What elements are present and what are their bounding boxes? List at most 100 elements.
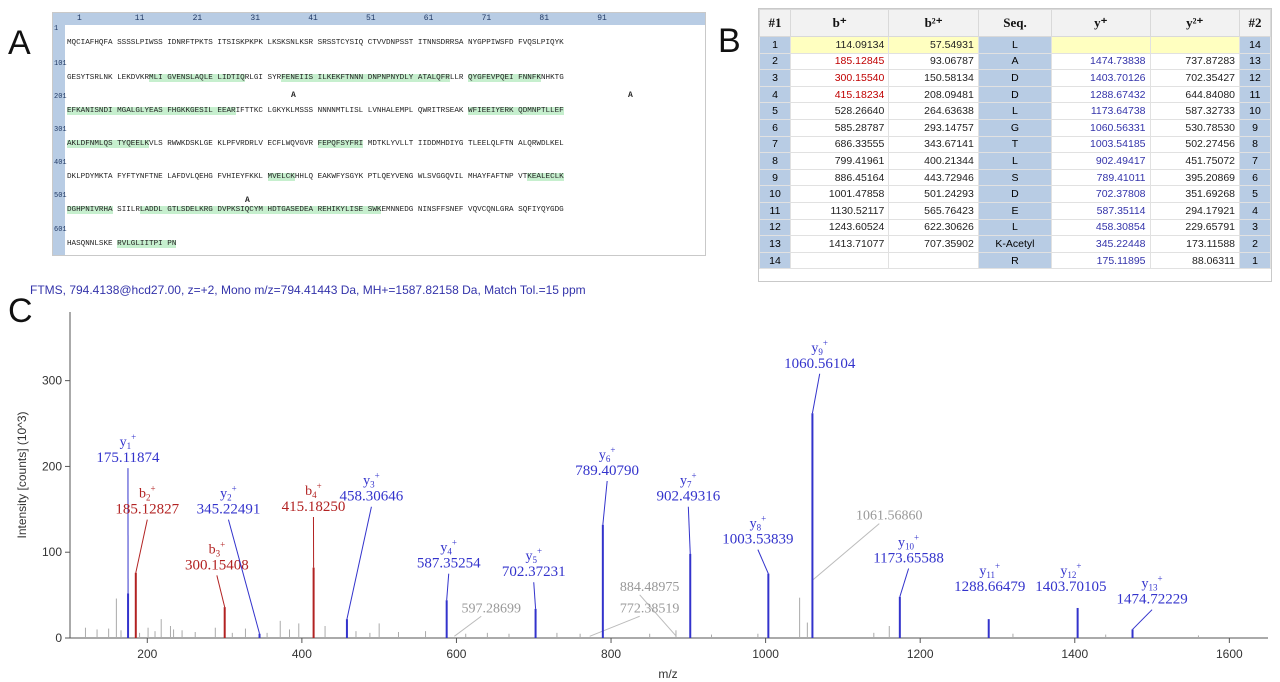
table-body: 1 114.09134 57.54931 L 14 2 185.12845 93.06787 A…: [759, 36, 1271, 270]
ruler-number: 81: [539, 14, 549, 23]
table-cell: 565.76423: [888, 201, 979, 220]
table-row: 10 1001.47858 501.24293 D 702.37808 351.69268…: [759, 185, 1271, 203]
covered-segment: WFIEEIYERK QDMNPTLLEF: [468, 107, 564, 115]
table-cell: 451.75072: [1149, 152, 1241, 170]
peak-leader-line: [811, 373, 821, 414]
grey-label-leader: [454, 615, 482, 637]
ion-name-label: b3+: [209, 539, 226, 558]
table-cell: S: [977, 168, 1053, 187]
table-cell: 737.87283: [1149, 52, 1241, 71]
table-cell: L: [977, 152, 1053, 170]
table-cell: 5: [759, 102, 791, 120]
table-cell: 1173.64738: [1051, 102, 1151, 120]
table-cell: 528.26640: [789, 102, 890, 120]
ion-name-label: y10+: [898, 533, 919, 552]
table-cell: D: [977, 185, 1053, 203]
peak-leader-line: [216, 575, 226, 608]
sequence-line: EFKANISNDI MGALGLYEAS FHGKKGESIL EEARIFT…: [67, 107, 564, 115]
table-cell: 400.21344: [888, 152, 979, 170]
fragment-table-panel: #1 b⁺ b²⁺ Seq. y⁺ y²⁺ #2 1 114.09134 57.54931 L 14…: [758, 8, 1272, 282]
table-cell: R: [977, 251, 1053, 270]
table-cell: 343.67141: [888, 135, 979, 154]
panel-letter-b: B: [718, 22, 741, 60]
table-cell: 1060.56331: [1051, 118, 1151, 137]
table-cell: L: [977, 102, 1053, 120]
table-cell: 707.35902: [888, 235, 979, 253]
covered-segment: EFKANISNDI MGALGLYEAS FHGKKGESIL EEAR: [67, 107, 236, 115]
grey-peak-label: 597.28699: [461, 601, 521, 616]
table-row: 8 799.41961 400.21344 L 902.49417 451.75072 7: [759, 152, 1271, 170]
peak-leader-line: [899, 568, 910, 597]
row-number: 101: [54, 60, 67, 68]
peak-leader-line: [135, 519, 148, 573]
table-cell: 11: [1239, 85, 1271, 104]
table-cell: 8: [1239, 135, 1271, 154]
table-cell: E: [977, 201, 1053, 220]
grey-peak-label: 1061.56860: [856, 509, 923, 524]
table-cell: [789, 251, 890, 270]
x-tick-label: 1600: [1216, 647, 1243, 661]
y-tick-label: 200: [42, 459, 62, 473]
uncovered-segment: SIILR: [112, 206, 140, 214]
table-cell: 886.45164: [789, 168, 890, 187]
table-cell: 4: [759, 85, 791, 104]
table-cell: 14: [1239, 36, 1271, 54]
ruler-number: 71: [481, 14, 492, 23]
ion-name-label: y3+: [363, 471, 380, 490]
ruler-number: 31: [250, 14, 260, 23]
ion-name-label: b2+: [139, 484, 156, 503]
table-cell: 13: [759, 235, 791, 253]
ion-name-label: y1+: [120, 432, 137, 451]
peak-leader-line: [533, 582, 537, 609]
ruler-number: 11: [134, 14, 145, 23]
uncovered-segment: HASQNNLSKE: [67, 240, 118, 248]
row-number: 301: [54, 126, 67, 134]
table-cell: 173.11588: [1149, 235, 1241, 253]
ion-name-label: y11+: [979, 561, 1000, 580]
ion-mz-label: 300.15408: [185, 557, 249, 573]
table-cell: K-Acetyl: [977, 235, 1053, 253]
ion-name-label: y4+: [440, 538, 457, 557]
table-cell: 11: [759, 201, 791, 220]
table-cell: 1: [759, 36, 791, 54]
table-cell: 501.24293: [888, 185, 979, 203]
table-cell: 3: [1239, 218, 1271, 237]
table-cell: 229.65791: [1149, 218, 1241, 237]
column-header: #1: [759, 9, 791, 37]
table-cell: 1003.54185: [1051, 135, 1151, 154]
ion-mz-label: 175.11874: [96, 450, 160, 466]
table-cell: 264.63638: [888, 102, 979, 120]
ion-mz-label: 458.30646: [340, 489, 404, 505]
covered-segment: FENEIIS ILKEKFTNNN DNPNPNYDLY ATALQFR: [281, 74, 450, 82]
table-cell: 13: [1239, 52, 1271, 71]
covered-segment: LADDL GTLSDELKRG DVPKSIQCYM HDTGASEDEA R…: [139, 206, 382, 214]
uncovered-segment: IFTTKC LGKYKLMSSS NNNNMTLISL LVNHALEMPL …: [235, 107, 469, 115]
ruler-number: 21: [192, 14, 203, 23]
table-row: 14 R 175.11895 88.06311 1: [759, 251, 1271, 270]
column-header: #2: [1239, 9, 1271, 37]
grey-label-leader: [812, 523, 880, 581]
table-cell: 443.72946: [888, 168, 979, 187]
peak-leader-line: [1132, 609, 1153, 630]
table-cell: 293.14757: [888, 118, 979, 137]
peak-leader-line: [602, 480, 608, 525]
ion-name-label: y9+: [811, 338, 828, 357]
table-cell: 4: [1239, 201, 1271, 220]
uncovered-segment: NHKTG: [540, 74, 564, 82]
sequence-coverage-panel: 1 11 21 31 41 51 61 71 81 91 1 101 201 301 401 501 601 …: [52, 12, 706, 256]
table-cell: 12: [1239, 69, 1271, 87]
x-tick-label: 1400: [1061, 647, 1088, 661]
fragment-ion-table: #1 b⁺ b²⁺ Seq. y⁺ y²⁺ #2 1 114.09134 57.54931 L 14…: [759, 9, 1271, 270]
sequence-ruler: 1 11 21 31 41 51 61 71 81 91: [53, 13, 705, 25]
ion-mz-label: 1403.70105: [1035, 579, 1106, 595]
table-cell: 5: [1239, 185, 1271, 203]
table-cell: 9: [1239, 118, 1271, 137]
table-row: 6 585.28787 293.14757 G 1060.56331 530.78530 9: [759, 118, 1271, 137]
grey-peak-label: 772.38519: [620, 601, 680, 616]
peak-leader-line: [446, 573, 450, 601]
table-cell: 7: [759, 135, 791, 154]
column-header: y⁺: [1051, 9, 1151, 37]
covered-segment: MVELCK: [267, 173, 295, 181]
table-row: 4 415.18234 208.09481 D 1288.67432 644.84080 1…: [759, 85, 1271, 104]
table-cell: T: [977, 135, 1053, 154]
